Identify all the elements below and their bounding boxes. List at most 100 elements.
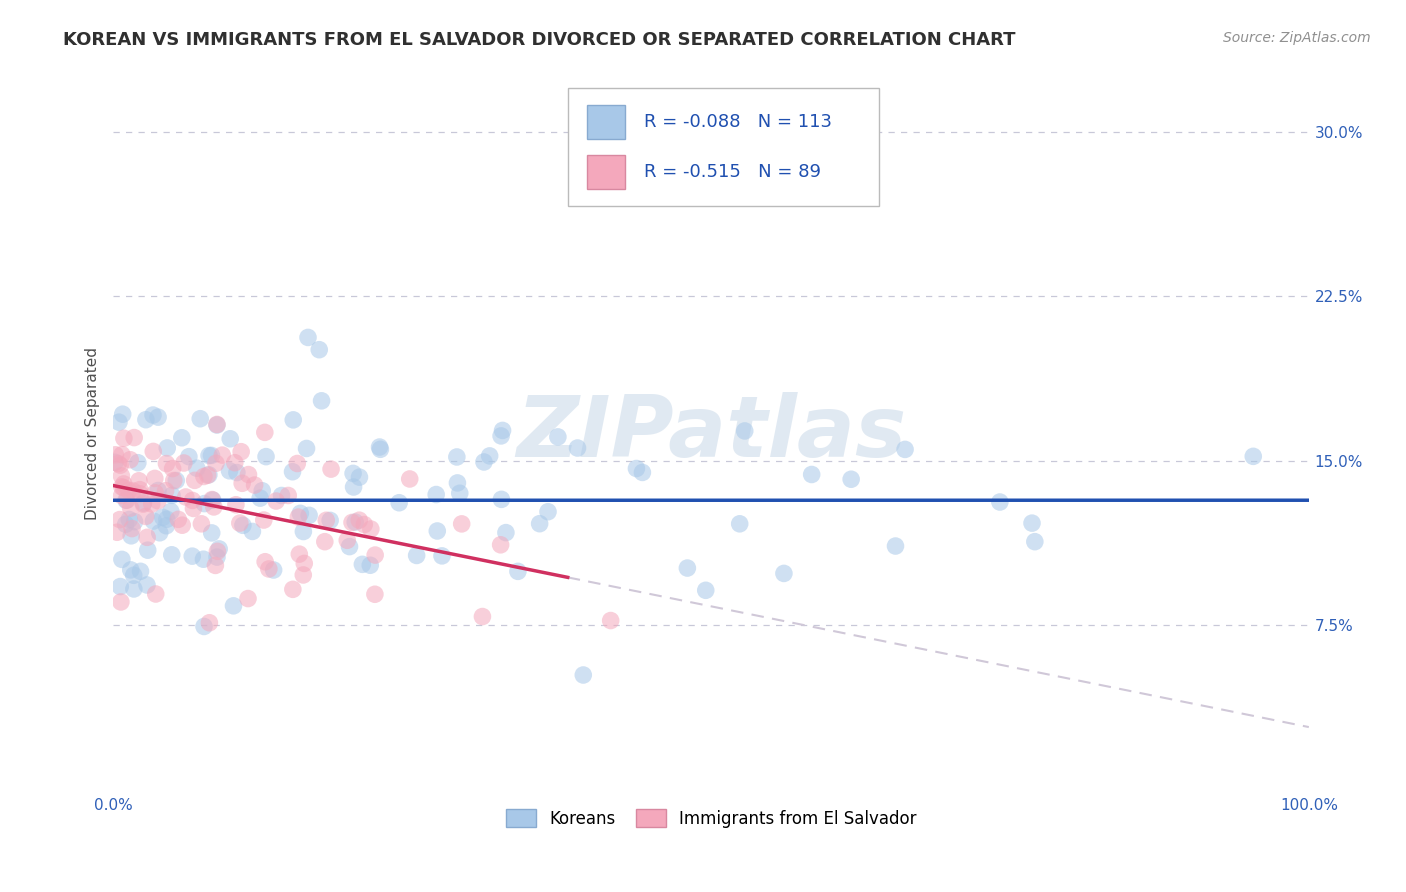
- Text: R = -0.088   N = 113: R = -0.088 N = 113: [644, 113, 832, 131]
- Point: [491, 424, 513, 438]
- Point: [188, 411, 211, 425]
- Point: [319, 513, 342, 527]
- Point: [104, 448, 127, 462]
- Point: [311, 393, 333, 408]
- Point: [156, 441, 179, 455]
- Point: [122, 582, 145, 596]
- Point: [626, 461, 648, 475]
- Point: [839, 472, 862, 486]
- Point: [529, 516, 551, 531]
- Point: [108, 512, 131, 526]
- Point: [110, 580, 132, 594]
- Point: [122, 431, 145, 445]
- Point: [277, 488, 299, 502]
- Point: [152, 510, 174, 524]
- Point: [155, 483, 177, 498]
- Text: KOREAN VS IMMIGRANTS FROM EL SALVADOR DIVORCED OR SEPARATED CORRELATION CHART: KOREAN VS IMMIGRANTS FROM EL SALVADOR DI…: [63, 31, 1015, 49]
- Point: [319, 462, 342, 476]
- Point: [388, 496, 411, 510]
- Point: [290, 506, 312, 520]
- Point: [676, 561, 699, 575]
- Point: [298, 508, 321, 523]
- Legend: Koreans, Immigrants from El Salvador: Koreans, Immigrants from El Salvador: [499, 802, 922, 834]
- Point: [142, 514, 165, 528]
- Point: [283, 413, 305, 427]
- Point: [107, 457, 129, 471]
- Point: [572, 668, 595, 682]
- Point: [111, 407, 134, 421]
- Text: R = -0.515   N = 89: R = -0.515 N = 89: [644, 163, 821, 181]
- Point: [167, 512, 190, 526]
- Point: [231, 444, 253, 458]
- Point: [143, 471, 166, 485]
- Point: [120, 501, 142, 516]
- Point: [193, 619, 215, 633]
- Point: [250, 483, 273, 498]
- Point: [132, 497, 155, 511]
- Point: [208, 541, 231, 556]
- Point: [205, 456, 228, 470]
- Point: [122, 483, 145, 498]
- Text: ZIPatlas: ZIPatlas: [516, 392, 907, 475]
- Point: [129, 487, 152, 501]
- Point: [198, 467, 221, 482]
- Point: [132, 496, 155, 510]
- Point: [292, 568, 315, 582]
- Point: [124, 515, 146, 529]
- Point: [894, 442, 917, 457]
- Point: [219, 432, 242, 446]
- Point: [197, 468, 219, 483]
- Point: [183, 501, 205, 516]
- Point: [349, 470, 371, 484]
- Point: [253, 513, 276, 527]
- Point: [143, 486, 166, 500]
- Point: [288, 547, 311, 561]
- Point: [117, 483, 139, 498]
- Point: [128, 474, 150, 488]
- Point: [339, 540, 361, 554]
- Point: [225, 498, 247, 512]
- Point: [205, 550, 228, 565]
- Point: [478, 449, 501, 463]
- Point: [128, 483, 150, 497]
- Point: [141, 497, 163, 511]
- Point: [136, 578, 159, 592]
- Point: [489, 429, 512, 443]
- Point: [281, 582, 304, 597]
- Point: [884, 539, 907, 553]
- Point: [360, 522, 382, 536]
- Point: [295, 442, 318, 456]
- Point: [174, 490, 197, 504]
- Point: [183, 474, 205, 488]
- Point: [129, 565, 152, 579]
- Point: [472, 455, 495, 469]
- Point: [170, 431, 193, 445]
- Point: [281, 465, 304, 479]
- Point: [263, 563, 285, 577]
- Point: [112, 431, 135, 445]
- Point: [163, 474, 186, 488]
- Point: [142, 408, 165, 422]
- Point: [205, 417, 228, 432]
- Point: [314, 534, 336, 549]
- Point: [232, 518, 254, 533]
- Point: [249, 491, 271, 505]
- Point: [193, 552, 215, 566]
- Point: [136, 530, 159, 544]
- Point: [110, 595, 132, 609]
- Point: [224, 456, 246, 470]
- Point: [449, 486, 471, 500]
- Point: [352, 558, 374, 572]
- Point: [229, 516, 252, 530]
- Point: [198, 449, 221, 463]
- Point: [225, 466, 247, 480]
- Point: [193, 469, 215, 483]
- Point: [135, 413, 157, 427]
- Point: [264, 494, 287, 508]
- Point: [115, 493, 138, 508]
- Y-axis label: Divorced or Separated: Divorced or Separated: [86, 347, 100, 520]
- Point: [111, 480, 134, 494]
- Point: [136, 543, 159, 558]
- Point: [181, 493, 204, 508]
- Point: [988, 495, 1011, 509]
